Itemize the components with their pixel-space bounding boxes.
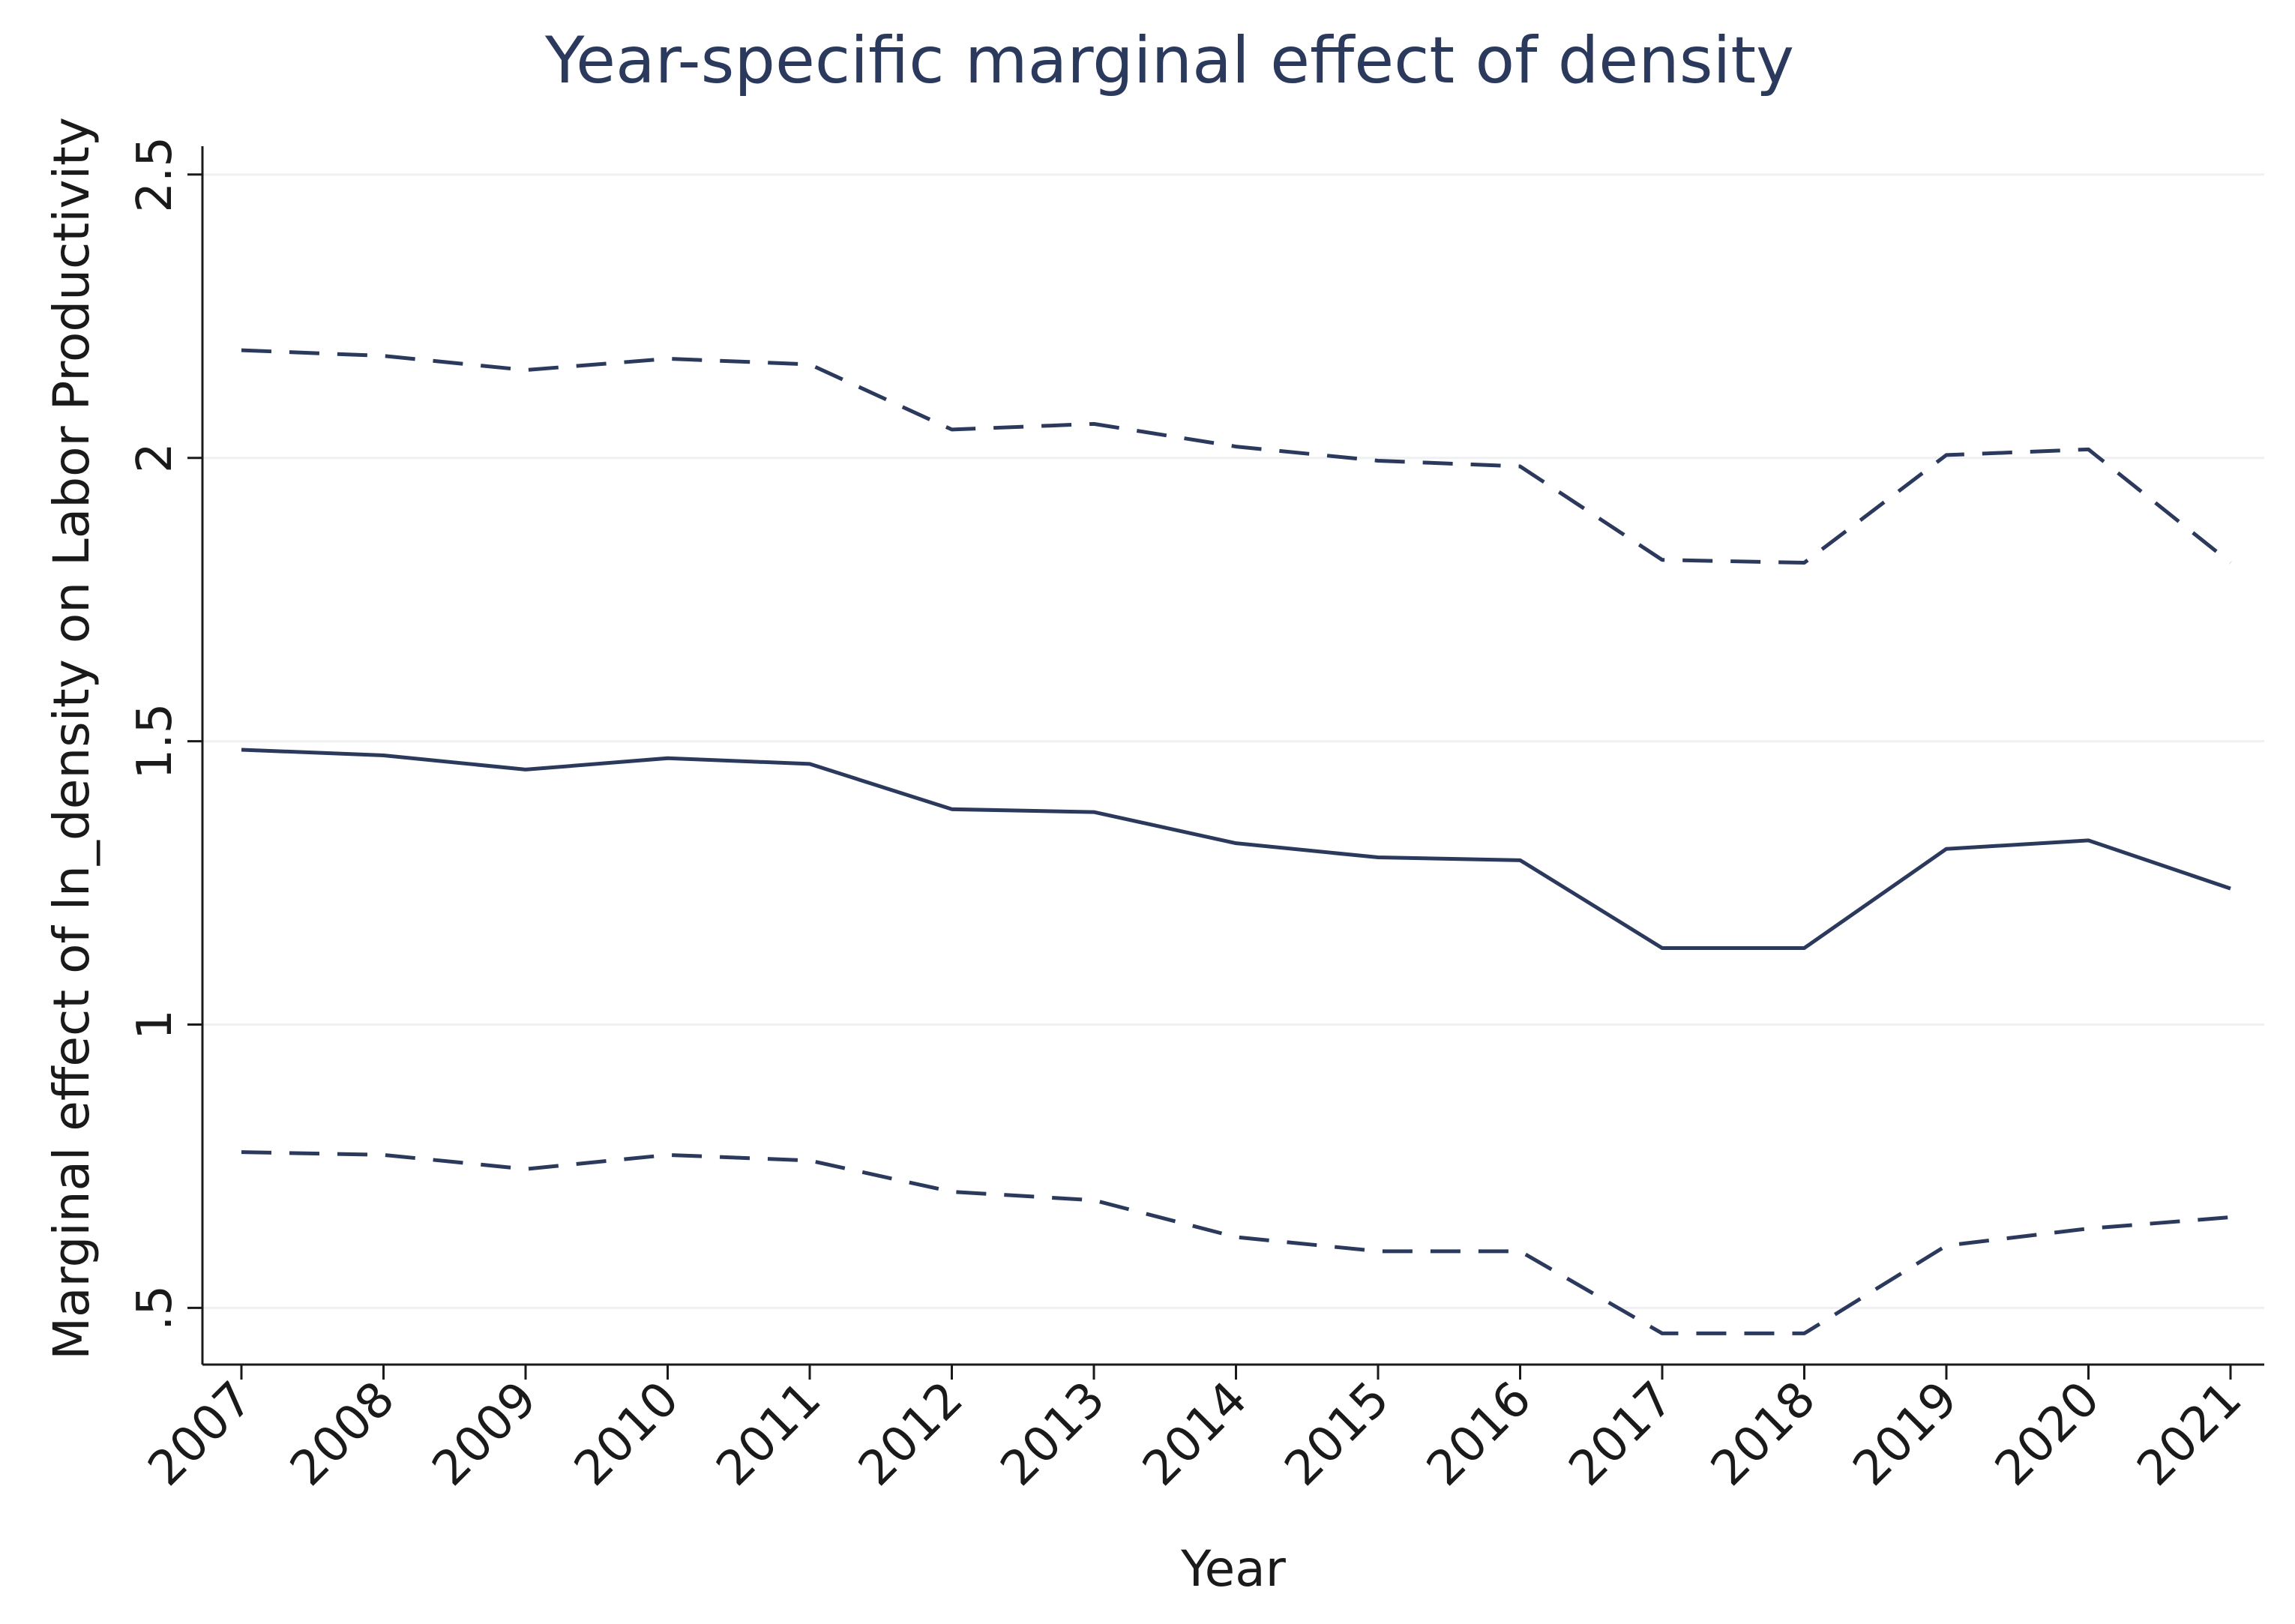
- x-tick-label: 2014: [1132, 1371, 1257, 1497]
- chart-title: Year-specific marginal effect of density: [544, 23, 1794, 98]
- x-tick-label: 2018: [1700, 1371, 1826, 1497]
- x-tick-label: 2017: [1559, 1371, 1684, 1497]
- upper-bound-line: [241, 348, 2232, 565]
- x-tick-label: 2011: [706, 1371, 831, 1497]
- x-tick-label: 2008: [280, 1371, 405, 1497]
- x-tick-label: 2021: [2127, 1371, 2252, 1497]
- x-tick-label: 2009: [422, 1371, 547, 1497]
- x-tick-label: 2020: [1985, 1371, 2110, 1497]
- x-tick-label: 2016: [1416, 1371, 1541, 1497]
- marginal-effect-line: [241, 748, 2231, 950]
- x-tick-label: 2012: [848, 1371, 973, 1497]
- x-tick-label: 2015: [1275, 1371, 1400, 1497]
- grid-lines: [202, 173, 2264, 1309]
- series-lines: [241, 348, 2232, 1335]
- y-tick-label: 1.5: [127, 703, 183, 780]
- y-axis-title: Marginal effect of ln_density on Labor P…: [43, 117, 100, 1360]
- lower-bound-line: [241, 1150, 2231, 1335]
- y-tick-label: .5: [127, 1285, 183, 1331]
- y-tick-label: 2: [127, 442, 183, 473]
- x-tick-label: 2010: [564, 1371, 689, 1497]
- y-tick-label: 1: [127, 1009, 183, 1040]
- x-ticks: 2007 2008 2009 2010 2011 2012 2013 2014 2015 2016…: [138, 1365, 2252, 1497]
- x-axis-title: Year: [1180, 1540, 1287, 1598]
- axes: [201, 146, 2264, 1366]
- x-tick-label: 2019: [1843, 1371, 1968, 1497]
- x-tick-label: 2013: [990, 1371, 1116, 1497]
- y-ticks: .5 1 1.5 2 2.5: [127, 136, 202, 1331]
- y-tick-label: 2.5: [127, 136, 183, 213]
- x-tick-label: 2007: [138, 1371, 263, 1497]
